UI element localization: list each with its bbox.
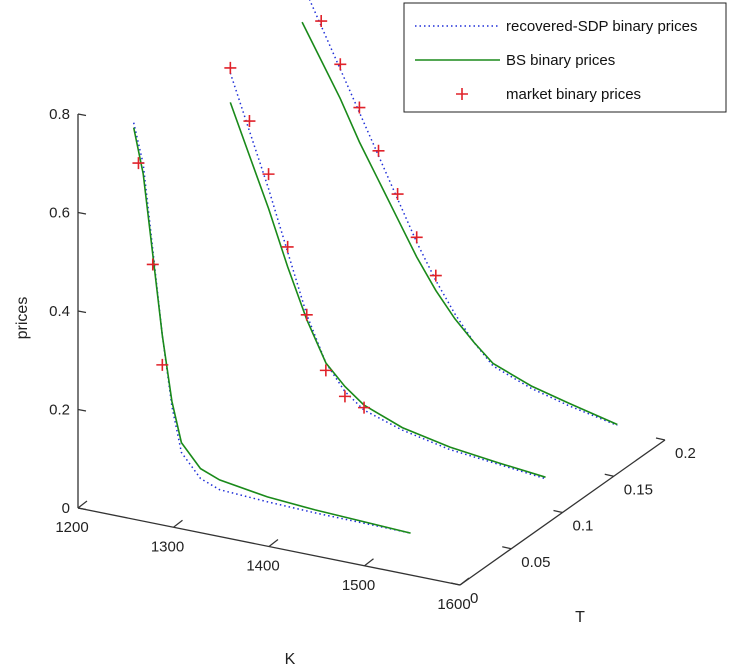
market-price-marker xyxy=(300,308,313,321)
t-axis-label: T xyxy=(575,609,585,626)
t-tick-label: 0.1 xyxy=(573,518,594,535)
market-price-marker xyxy=(132,157,145,170)
k-tick xyxy=(459,577,470,586)
k-tick-label: 1300 xyxy=(151,538,184,555)
z-tick-label: 0.2 xyxy=(49,402,70,419)
bs-price-line xyxy=(132,127,411,534)
z-tick xyxy=(77,507,87,511)
t-tick xyxy=(604,473,614,477)
bs-price-line xyxy=(229,102,546,478)
sdp-price-line xyxy=(229,72,546,480)
k-axis-label: K xyxy=(285,651,296,668)
t-axis-line xyxy=(459,439,666,586)
z-tick xyxy=(77,310,87,314)
market-price-marker xyxy=(338,390,351,403)
market-price-marker xyxy=(281,240,294,253)
market-price-marker xyxy=(334,58,347,71)
legend-entry: market binary prices xyxy=(506,86,641,103)
k-tick xyxy=(173,519,183,528)
z-tick xyxy=(77,113,87,117)
market-price-marker xyxy=(353,101,366,114)
t-tick-label: 0.05 xyxy=(521,554,550,571)
z-tick-label: 0.4 xyxy=(49,303,70,320)
market-price-marker xyxy=(315,15,328,28)
z-axis-label: prices xyxy=(14,297,31,340)
t-tick xyxy=(502,546,512,550)
sdp-price-line xyxy=(132,122,411,534)
t-tick-label: 0 xyxy=(470,590,478,607)
market-price-marker xyxy=(319,364,332,377)
k-tick-label: 1500 xyxy=(342,577,375,594)
k-tick-label: 1600 xyxy=(437,596,470,613)
market-price-marker xyxy=(410,231,423,244)
z-tick-label: 0.8 xyxy=(49,106,70,123)
market-price-marker xyxy=(262,168,275,181)
z-tick xyxy=(77,408,87,412)
curves xyxy=(132,0,618,534)
market-price-marker xyxy=(372,144,385,157)
k-tick-label: 1400 xyxy=(246,558,279,575)
market-price-marker xyxy=(243,115,256,128)
t-tick xyxy=(450,582,461,586)
legend-entry: BS binary prices xyxy=(506,52,615,69)
k-tick xyxy=(268,539,279,547)
market-price-marker xyxy=(358,401,371,414)
market-price-marker xyxy=(391,188,404,201)
t-tick-label: 0.15 xyxy=(624,481,653,498)
market-price-marker xyxy=(429,269,442,282)
t-tick xyxy=(655,437,666,441)
market-price-marker xyxy=(156,358,169,371)
legend-marker xyxy=(456,88,468,100)
z-tick xyxy=(77,211,87,215)
k-tick xyxy=(77,500,88,509)
k-tick-label: 1200 xyxy=(55,519,88,536)
t-tick xyxy=(553,509,563,514)
market-price-marker xyxy=(146,258,159,271)
z-tick-label: 0.6 xyxy=(49,205,70,222)
market-price-marker xyxy=(224,61,237,74)
z-tick-label: 0 xyxy=(62,500,70,517)
bs-price-line xyxy=(301,21,618,426)
legend: recovered-SDP binary prices BS binary pri… xyxy=(403,2,727,113)
legend-entry: recovered-SDP binary prices xyxy=(506,18,697,35)
t-tick-label: 0.2 xyxy=(675,445,696,462)
k-tick xyxy=(364,558,374,567)
